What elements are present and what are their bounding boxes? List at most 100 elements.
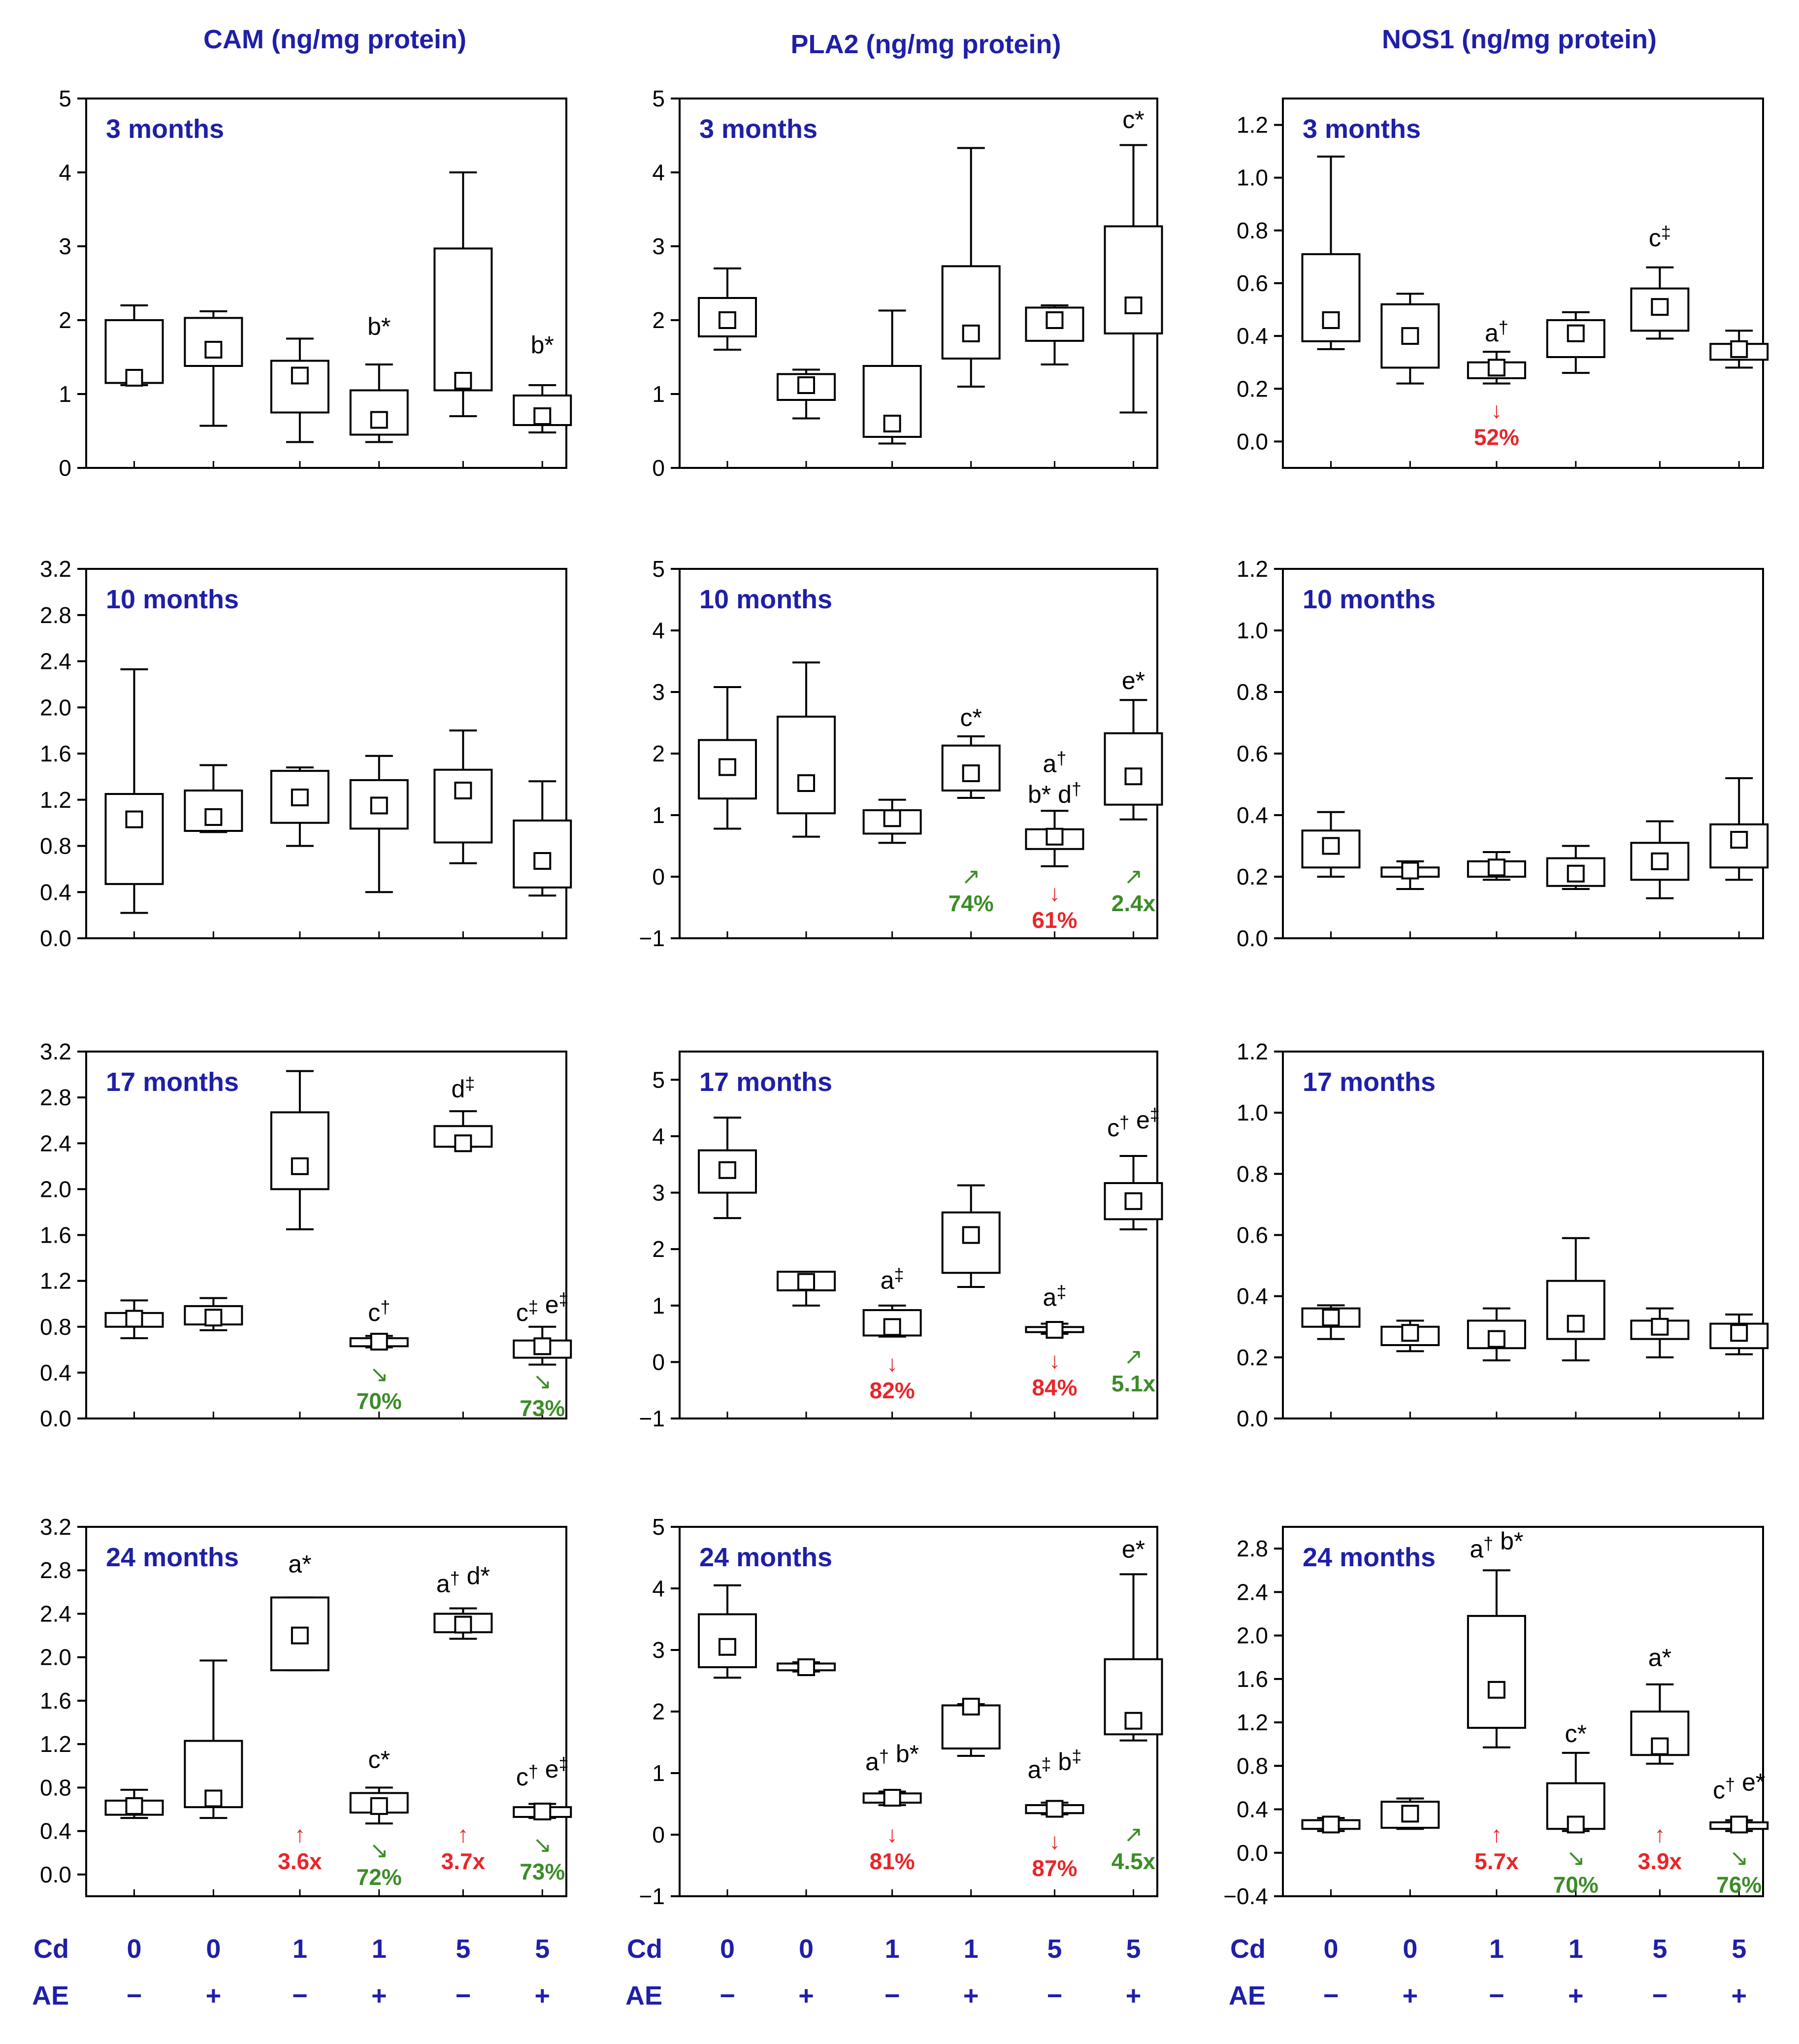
box-group-3 xyxy=(1467,851,1526,881)
cd-value: 1 xyxy=(293,1934,307,1964)
box-group-4 xyxy=(349,755,409,893)
y-tick-label: 2.0 xyxy=(40,694,71,720)
column-title-cam: CAM (ng/mg protein) xyxy=(203,25,466,54)
mean-marker xyxy=(797,774,816,792)
ae-axis-label: AE xyxy=(625,1981,662,2011)
y-tick-label: 3 xyxy=(652,233,665,259)
box-group-2 xyxy=(777,368,836,420)
box-group-4 xyxy=(349,1333,409,1351)
mean-marker xyxy=(1046,1800,1064,1818)
y-tick-label: 1 xyxy=(59,381,71,407)
box-group-1 xyxy=(104,668,164,914)
box-group-2 xyxy=(184,1297,243,1331)
y-tick-label: 0.2 xyxy=(1237,1345,1268,1370)
y-tick-label: 2.8 xyxy=(40,1085,71,1110)
significance-label: c* xyxy=(960,704,981,731)
significance-label: a† b* xyxy=(865,1740,919,1776)
mean-marker xyxy=(1401,1805,1419,1823)
ae-value: − xyxy=(1489,1981,1505,2011)
y-tick-label: 1.6 xyxy=(40,1222,71,1248)
mean-marker xyxy=(454,1615,472,1634)
ae-value: + xyxy=(1568,1981,1584,2011)
y-tick-label: 2.8 xyxy=(40,1557,71,1583)
y-tick-label: 1.2 xyxy=(40,1268,71,1294)
y-tick-label: 0.4 xyxy=(40,879,71,905)
mean-marker xyxy=(962,764,980,782)
cd-value: 5 xyxy=(1732,1934,1746,1964)
panel-pla2-3-months: 0 1 2 3 4 5 3 months c* xyxy=(652,86,1163,481)
box-group-5 xyxy=(433,171,493,417)
box-group-6 xyxy=(1104,144,1163,414)
change-label: 84% xyxy=(1032,1375,1077,1400)
box-group-5 xyxy=(433,1110,493,1153)
y-tick-label: 5 xyxy=(652,556,665,582)
panel-label: 24 months xyxy=(699,1543,832,1572)
mean-marker xyxy=(125,810,143,828)
change-label: 70% xyxy=(1553,1872,1599,1898)
box-group-5 xyxy=(1025,1800,1084,1818)
mean-marker xyxy=(125,1797,143,1815)
mean-marker xyxy=(454,372,472,390)
ae-value: − xyxy=(1323,1981,1339,2011)
box-group-4 xyxy=(1546,311,1605,374)
y-tick-label: 5 xyxy=(652,1514,665,1540)
y-tick-label: 0.0 xyxy=(40,1406,71,1431)
mean-marker xyxy=(797,1658,816,1676)
box-group-3 xyxy=(270,1596,329,1672)
y-tick-label: 1 xyxy=(652,1760,665,1786)
y-tick-label: 1.6 xyxy=(40,741,71,766)
box-group-1 xyxy=(1301,1304,1361,1340)
plot-frame xyxy=(1282,1526,1764,1897)
panel-label: 10 months xyxy=(1303,585,1436,614)
mean-marker xyxy=(1567,864,1585,883)
change-arrow-icon: ↓ xyxy=(886,1351,898,1376)
ae-axis-label: AE xyxy=(32,1981,69,2011)
plot-frame xyxy=(679,1526,1158,1897)
box-group-2 xyxy=(777,1271,836,1307)
mean-marker xyxy=(1124,297,1143,314)
box-group-5 xyxy=(433,1607,493,1640)
change-arrow-icon: ↑ xyxy=(294,1821,305,1847)
mean-marker xyxy=(370,796,388,815)
box-group-2 xyxy=(777,661,836,838)
box-group-5 xyxy=(433,729,493,864)
change-arrow-icon: ↓ xyxy=(1491,397,1502,423)
box-group-2 xyxy=(1380,860,1440,890)
box-group-6 xyxy=(1104,699,1163,821)
box-group-1 xyxy=(1301,811,1361,878)
mean-marker xyxy=(1124,1192,1143,1210)
change-arrow-icon: ↘ xyxy=(533,1368,552,1394)
iqr-box xyxy=(777,716,836,815)
y-tick-label: 0.4 xyxy=(40,1360,71,1385)
box-group-1 xyxy=(1301,1815,1361,1834)
ae-value: + xyxy=(798,1981,814,2011)
cd-value: 1 xyxy=(372,1934,387,1964)
cd-axis-label: Cd xyxy=(627,1934,662,1964)
box-group-6 xyxy=(513,1325,572,1366)
mean-marker xyxy=(204,1309,223,1327)
significance-label: c† xyxy=(368,1297,390,1326)
panel-cam-24-months: 0.0 0.4 0.8 1.2 1.6 2.0 2.4 2.8 3.2 24 months a* c*… xyxy=(40,1514,572,1897)
box-group-2 xyxy=(1380,1319,1440,1352)
y-tick-label: 0.0 xyxy=(40,1862,71,1887)
box-group-3 xyxy=(1467,1569,1526,1748)
mean-marker xyxy=(962,1698,980,1715)
mean-marker xyxy=(1487,858,1505,877)
mean-marker xyxy=(291,366,309,385)
box-group-5 xyxy=(1025,304,1084,365)
y-tick-label: 1.0 xyxy=(1237,165,1268,191)
iqr-box xyxy=(1104,225,1163,334)
significance-label: a‡ xyxy=(881,1264,904,1294)
change-label: 5.1x xyxy=(1112,1371,1156,1396)
mean-marker xyxy=(125,369,143,387)
y-tick-label: 1.0 xyxy=(1237,618,1268,643)
box-group-3 xyxy=(1467,1307,1526,1362)
y-tick-label: 2.0 xyxy=(40,1176,71,1202)
mean-marker xyxy=(1046,827,1064,846)
mean-marker xyxy=(719,758,736,776)
significance-label: a† d* xyxy=(436,1562,490,1597)
y-tick-label: 3 xyxy=(652,1180,665,1206)
